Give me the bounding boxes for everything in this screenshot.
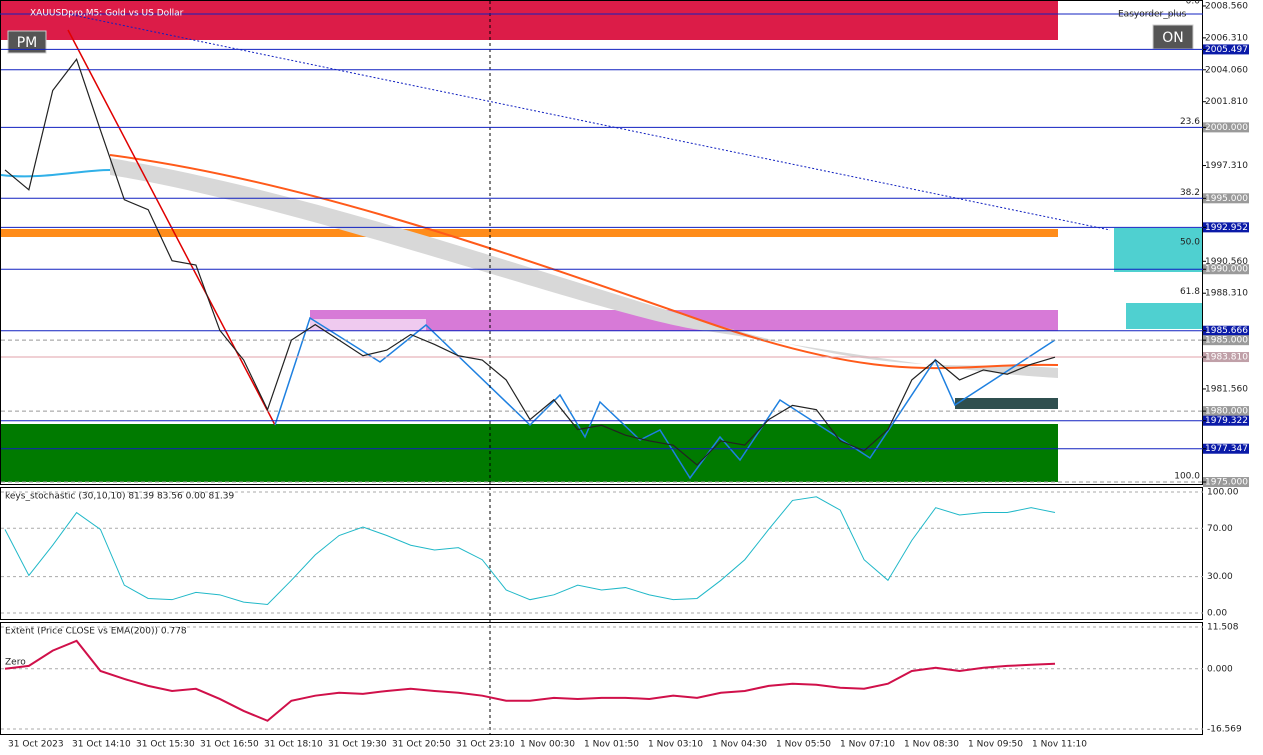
price-label: 1985.000 [1205,336,1248,346]
time-label: 1 Nov 01:50 [584,740,639,750]
y-tick-label: 0.000 [1207,664,1233,674]
time-label: 31 Oct 15:30 [136,740,195,750]
series-line [4,496,1056,606]
extent-title: Extent (Price CLOSE vs EMA(200)) 0.778 [5,627,187,637]
time-label: 1 Nov 03:10 [648,740,703,750]
time-label: 31 Oct 14:10 [72,740,131,750]
price-box [1203,352,1249,363]
stoch-title: keys_stochastic (30,10,10) 81.39 83.56 0… [5,492,235,502]
y-tick-label: 0.00 [1207,608,1227,618]
price-label: 1985.666 [1205,326,1248,336]
price-box [1203,122,1249,133]
price-label: 1979.322 [1205,416,1248,426]
symbol-label: XAUUSDpro,M5: Gold vs US Dollar [30,9,184,19]
fib-label: 23.6 [1180,117,1200,127]
price-label: 1981.560 [1205,384,1248,394]
price-label: 2004.060 [1205,65,1248,75]
price-box [1203,406,1249,417]
series-line [4,58,1056,466]
time-label: 1 Nov 04:30 [712,740,767,750]
price-label: 1977.347 [1205,444,1248,454]
cyan-box [1126,303,1202,329]
price-label: 2005.497 [1205,45,1248,55]
time-label: 1 Nov 00:30 [520,740,575,750]
price-label: 2001.810 [1205,97,1248,107]
time-label: 1 Nov 07:10 [840,740,895,750]
main-frame [0,0,1203,485]
y-tick-label: 11.508 [1207,622,1239,632]
time-label: 31 Oct 23:10 [456,740,515,750]
price-label: 2006.310 [1205,33,1248,43]
price-label: 2000.000 [1205,123,1248,133]
orange-band [1,229,1058,237]
ema-band [110,158,1058,378]
y-tick-label: 100.00 [1207,487,1239,497]
fib-label: 38.2 [1180,188,1200,198]
time-label: 1 Nov 09:50 [968,740,1023,750]
time-label: 31 Oct 20:50 [392,740,451,750]
price-label: 2008.560 [1205,1,1248,11]
series-line [4,639,1056,722]
price-label: 1988.310 [1205,289,1248,299]
price-label: 1990.000 [1205,265,1248,275]
on-button[interactable] [1152,24,1194,50]
time-label: 1 Nov 08:30 [904,740,959,750]
trend-line [67,13,1111,231]
price-box [1203,264,1249,275]
ema-line [109,154,1059,370]
price-label: 1990.560 [1205,257,1248,267]
supply-zone [1,1,1058,40]
price-label: 1997.310 [1205,161,1248,171]
price-box [1203,335,1249,346]
time-label: 31 Oct 16:50 [200,740,259,750]
y-tick-label: 70.00 [1207,524,1233,534]
price-box [1203,443,1249,454]
price-label: 1980.000 [1205,407,1248,417]
price-box [1203,415,1249,426]
zero-label: Zero [5,658,26,668]
dark-box [955,398,1058,409]
price-box [1203,325,1249,336]
price-box [1203,193,1249,204]
price-box [1203,222,1249,233]
price-label: 1975.000 [1205,478,1248,488]
extent-frame [0,622,1203,735]
price-box [1203,477,1249,488]
ema-line-blue [0,169,111,178]
time-label: 31 Oct 2023 [8,740,64,750]
stoch-frame [0,487,1203,620]
expert-label: Easyorder_plus [1118,10,1187,20]
y-tick-label: -16.569 [1207,725,1242,735]
demand-zone [1,424,1058,482]
y-tick-label: 30.00 [1207,572,1233,582]
time-label: 1 Nov 05:50 [776,740,831,750]
fib-label: 61.8 [1180,287,1200,297]
fib-label: 100.0 [1174,472,1200,482]
pm-button-label[interactable]: PM [17,35,38,51]
price-label: 1983.810 [1205,353,1248,363]
pink-zone-light [310,319,426,331]
price-label: 1992.952 [1205,223,1248,233]
fib-label: 0.0 [1186,0,1201,6]
price-box [1203,44,1249,55]
cyan-box [1114,228,1202,272]
time-label: 31 Oct 18:10 [264,740,323,750]
pm-button[interactable] [7,30,47,54]
time-label: 31 Oct 19:30 [328,740,387,750]
on-button-label[interactable]: ON [1162,30,1184,46]
price-label: 1995.000 [1205,194,1248,204]
time-label: 1 Nov 11:10 [1032,740,1087,750]
fib-label: 50.0 [1180,237,1200,247]
